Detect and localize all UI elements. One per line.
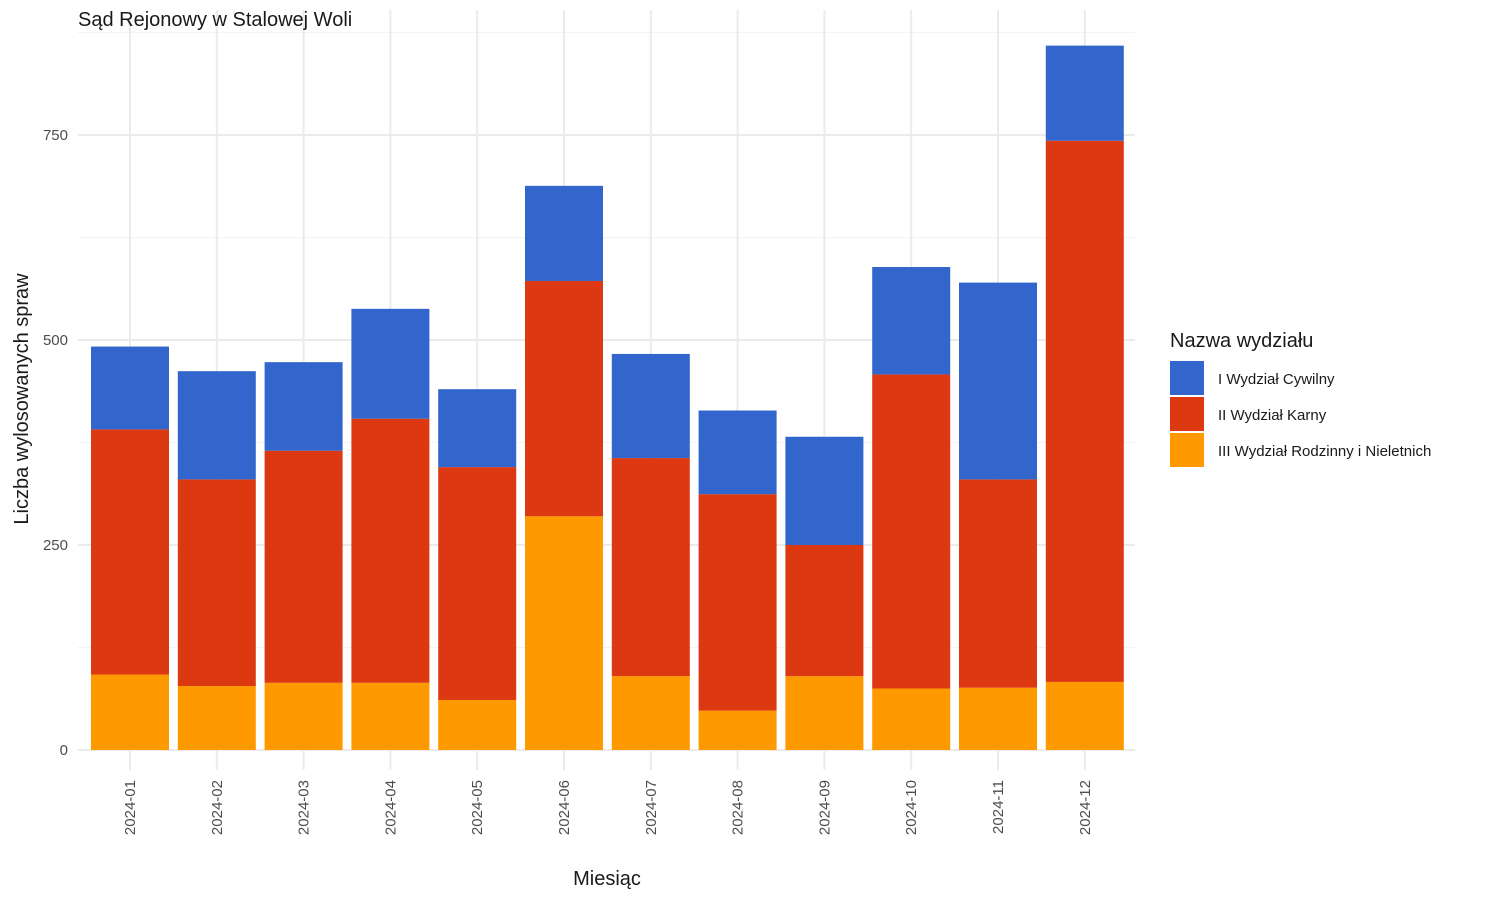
bar-segment [525, 516, 603, 750]
bar-segment [611, 353, 690, 459]
bars [91, 45, 1124, 750]
bar-segment [1045, 45, 1124, 141]
bar-segment [959, 479, 1037, 688]
x-tick-label: 2024-07 [643, 780, 660, 835]
x-tick-label: 2024-04 [382, 780, 399, 835]
y-tick-label: 500 [43, 332, 68, 349]
bar-segment [611, 676, 690, 750]
x-axis-title: Miesiąc [573, 868, 641, 890]
y-axis-ticks: 0 250 500 750 [43, 127, 68, 759]
x-tick-label: 2024-03 [296, 780, 313, 835]
legend-swatch [1170, 397, 1204, 431]
bar-segment [177, 371, 256, 480]
bar-segment [785, 676, 864, 750]
x-tick-label: 2024-11 [990, 780, 1007, 834]
y-tick-label: 0 [60, 742, 68, 759]
y-tick-label: 250 [43, 537, 68, 554]
legend-swatch [1170, 433, 1204, 467]
bar-segment [438, 699, 517, 750]
legend-title: Nazwa wydziału [1170, 330, 1313, 352]
x-tick-label: 2024-09 [816, 780, 833, 835]
y-tick-label: 750 [43, 127, 68, 144]
x-tick-label: 2024-12 [1077, 780, 1094, 835]
bar-segment [264, 362, 343, 451]
bar-segment [91, 674, 169, 750]
legend-swatch [1170, 361, 1204, 395]
legend: Nazwa wydziału I Wydział Cywilny II Wydzi… [1170, 330, 1431, 467]
x-tick-label: 2024-10 [903, 780, 920, 835]
x-tick-label: 2024-06 [556, 780, 573, 835]
x-axis-ticks: 2024-01 2024-02 2024-03 2024-04 2024-05 2024-… [122, 780, 1094, 835]
legend-label: I Wydział Cywilny [1218, 371, 1335, 388]
x-tick-label: 2024-05 [469, 780, 486, 835]
bar-segment [1045, 681, 1124, 750]
bar-segment [1045, 140, 1124, 682]
bar-segment [351, 682, 430, 750]
bar-segment [177, 686, 256, 750]
bar-segment [91, 429, 169, 675]
bar-segment [872, 688, 951, 750]
bar-segment [91, 346, 169, 430]
bar-segment [525, 280, 603, 517]
bar-segment [959, 687, 1037, 750]
bar-segment [698, 494, 777, 711]
bar-segment [351, 308, 430, 419]
y-axis-title: Liczba wylosowanych spraw [11, 273, 33, 525]
chart-title: Sąd Rejonowy w Stalowej Woli [78, 9, 352, 31]
bar-segment [872, 267, 951, 375]
bar-segment [438, 389, 517, 468]
bar-segment [264, 450, 343, 683]
bar-segment [698, 710, 777, 750]
bar-segment [438, 467, 517, 700]
bar-segment [351, 418, 430, 683]
x-tick-label: 2024-01 [122, 780, 139, 835]
legend-label: III Wydział Rodzinny i Nieletnich [1218, 443, 1431, 460]
bar-segment [785, 436, 864, 545]
bar-segment [264, 682, 343, 750]
legend-label: II Wydział Karny [1218, 407, 1327, 424]
bar-segment [611, 458, 690, 677]
x-tick-label: 2024-02 [209, 780, 226, 835]
bar-segment [872, 374, 951, 689]
bar-segment [177, 479, 256, 687]
bar-segment [525, 185, 603, 281]
bar-segment [785, 545, 864, 677]
bar-segment [698, 410, 777, 495]
bar-segment [959, 282, 1037, 480]
x-tick-label: 2024-08 [730, 780, 747, 835]
